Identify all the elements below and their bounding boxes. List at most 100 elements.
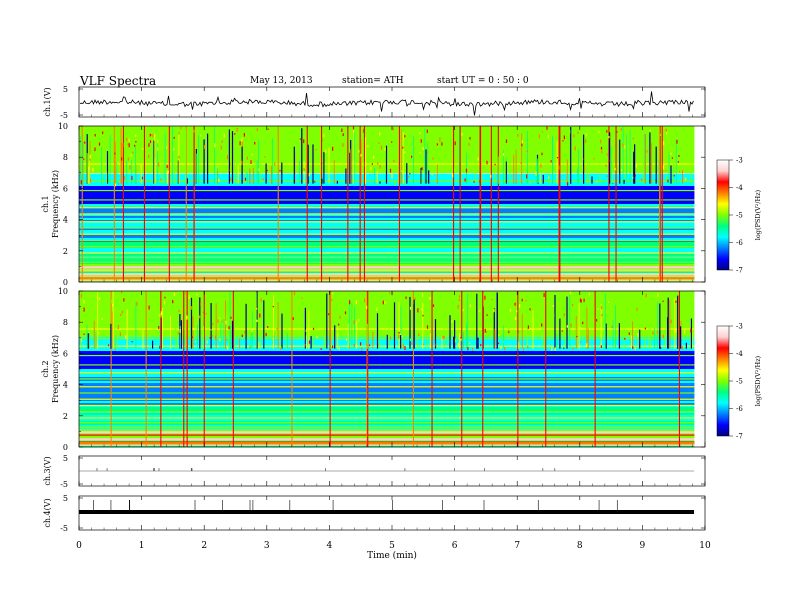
narrowband-line [79,411,695,413]
spectrogram-band [79,333,695,336]
spectral-speckle [521,311,523,315]
spectral-speckle [320,348,322,351]
sferic [460,149,462,184]
sferic [291,341,293,349]
spectral-speckle [529,308,531,311]
x-axis-label: Time (min) [367,550,417,561]
sferic [431,291,433,447]
sferic [497,126,499,282]
spectral-speckle [461,133,463,136]
sferic [366,291,368,447]
spectral-speckle [378,142,380,144]
sferic [185,305,187,349]
spectral-speckle [527,325,529,329]
spectral-speckle [373,155,375,159]
spectrogram-band [79,433,695,436]
spectral-speckle [431,173,433,176]
narrowband-line [79,417,695,419]
sferic [659,303,661,349]
sferic [657,302,659,349]
spectrogram-band [79,230,695,233]
sferic [556,334,558,349]
colorbar-tick-label: -5 [736,378,743,386]
narrowband-line [79,434,695,436]
spectral-speckle [394,181,396,186]
spectrogram-band [79,224,695,227]
spectral-speckle [308,340,311,344]
sferic [281,162,283,184]
spectrogram-band [79,128,695,131]
sferic [685,342,687,349]
spectrogram-band [79,144,695,147]
spectral-speckle [214,143,216,148]
spectral-speckle [419,152,421,154]
spectral-speckle [457,304,459,309]
spectral-speckle [479,154,481,157]
spectral-speckle [379,132,381,136]
spectral-speckle [303,168,305,172]
sferic [615,305,616,349]
spectral-speckle [266,169,268,172]
sferic [586,307,588,349]
spectral-speckle [199,294,201,297]
spectral-speckle [178,156,180,159]
colorbar-tick-label: -6 [736,405,743,413]
sferic [356,321,358,349]
spectral-speckle [223,133,225,138]
sferic [677,295,679,349]
sferic [422,302,424,349]
spectrogram-band [79,405,695,408]
spectral-speckle [521,140,523,144]
sferic [116,161,118,184]
spectral-speckle [546,126,548,130]
spectral-speckle [180,126,182,130]
spectral-speckle [136,301,138,306]
sferic [160,291,162,447]
spectral-speckle [212,322,214,325]
sferic [307,144,309,184]
spectrogram-band [79,387,695,390]
sferic [563,347,565,349]
spectral-speckle [183,168,185,172]
spectral-speckle [595,141,597,145]
spectrogram-band [79,142,695,145]
sferic [286,309,288,349]
spectral-speckle [649,129,651,132]
sferic [608,126,610,282]
spectral-speckle [469,137,471,140]
spectral-speckle [608,301,610,303]
spectral-speckle [451,320,453,323]
sferic [131,160,133,184]
spectrogram-band [79,272,695,275]
sferic [186,178,188,184]
sferic [367,323,368,349]
spectral-speckle [443,335,445,339]
spectral-speckle [220,145,222,150]
spectrogram-band [79,202,695,205]
spectral-speckle [527,346,529,349]
sferic [654,328,655,349]
sferic [163,150,165,184]
spectral-speckle [468,142,470,146]
lowfreq-band [79,442,695,445]
narrowband-line [79,392,695,394]
spectral-speckle [344,311,347,315]
spectral-speckle [622,143,624,147]
spectrogram-band [79,184,695,187]
spectral-speckle [692,344,694,347]
sferic [583,134,585,184]
narrowband-line [79,398,695,400]
spectrogram-band [79,295,695,298]
spectral-speckle [219,338,221,342]
sferic [406,163,408,184]
sferic [459,126,461,282]
ch1-waveform-ytick-label: 5 [63,85,68,94]
sferic [532,310,534,349]
sferic [217,171,219,184]
spectral-speckle [552,305,554,307]
sferic [351,302,353,349]
spectrogram-band [79,415,695,418]
spectrogram-band [79,331,695,334]
sferic [179,326,181,349]
